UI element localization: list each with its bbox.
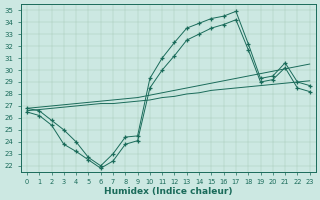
X-axis label: Humidex (Indice chaleur): Humidex (Indice chaleur) bbox=[104, 187, 233, 196]
